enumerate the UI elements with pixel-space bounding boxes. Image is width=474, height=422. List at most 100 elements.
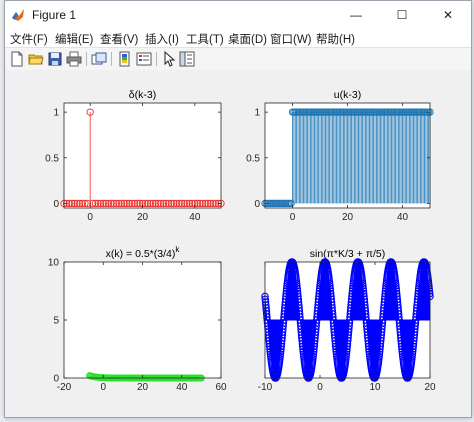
print-icon[interactable]	[66, 51, 82, 67]
menu-tools[interactable]: 工具(T)	[186, 34, 224, 46]
x-tick-label: -20	[57, 382, 72, 393]
menu-desktop[interactable]: 桌面(D)	[228, 34, 267, 46]
stem-marker	[159, 199, 168, 208]
property-inspector-icon[interactable]	[179, 51, 195, 67]
stem-marker	[167, 199, 175, 208]
stem-marker	[107, 199, 115, 208]
stem-marker	[175, 199, 183, 208]
stem-marker	[110, 199, 118, 208]
x-tick-label: -10	[258, 382, 273, 393]
stem-marker	[133, 199, 141, 208]
insert-legend-icon[interactable]	[136, 51, 152, 67]
insert-colorbar-icon[interactable]	[117, 51, 133, 67]
x-tick-label: 40	[189, 212, 201, 223]
menu-edit[interactable]: 编辑(E)	[55, 34, 94, 46]
figure-window: Figure 1 — ☐ ✕ 文件(F) 编辑(E) 查看(V) 插入(I) 工…	[4, 0, 472, 418]
minimize-button[interactable]: —	[333, 1, 379, 29]
x-tick-label: 0	[100, 382, 106, 393]
axes-background	[64, 103, 221, 208]
menu-view[interactable]: 查看(V)	[100, 34, 139, 46]
stem-marker	[89, 199, 97, 208]
stem-marker	[76, 199, 84, 208]
stem-series	[60, 108, 225, 208]
minimize-icon: —	[350, 8, 362, 22]
stem-marker	[146, 199, 155, 208]
maximize-icon: ☐	[396, 8, 408, 22]
stem-marker	[204, 199, 212, 208]
x-tick-label: 0	[87, 212, 93, 223]
stem-marker	[130, 199, 139, 208]
close-button[interactable]: ✕	[425, 1, 471, 29]
stem-marker	[91, 199, 100, 208]
stem-marker	[149, 199, 157, 208]
stem-marker	[68, 199, 76, 208]
stem-marker	[214, 199, 223, 208]
toolbar-separator	[156, 52, 157, 66]
x-tick-label: 20	[137, 382, 149, 393]
figure-toolbar	[5, 47, 471, 71]
stem-marker	[102, 199, 110, 208]
menu-window[interactable]: 窗口(W)	[270, 34, 312, 46]
stem-marker	[123, 199, 131, 208]
y-tick-label: 1	[254, 108, 260, 119]
y-tick-label: 5	[53, 316, 59, 327]
chart-title: sin(π*K/3 + π/5)	[310, 248, 385, 260]
stem-marker	[154, 199, 162, 208]
stem-marker	[199, 199, 207, 208]
x-tick-label: 20	[342, 212, 354, 223]
stem-marker	[86, 108, 94, 116]
matlab-figure-icon	[12, 9, 24, 21]
link-plot-icon[interactable]	[91, 51, 107, 67]
subplot-4: -10 0 10 20 sin(π*K/3 + π/5)	[258, 248, 436, 393]
stem-marker	[62, 199, 71, 208]
y-tick-label: 0	[53, 374, 59, 385]
maximize-button[interactable]: ☐	[379, 1, 425, 29]
save-icon[interactable]	[47, 51, 63, 67]
menu-help[interactable]: 帮助(H)	[316, 34, 355, 46]
stem-marker	[165, 199, 173, 208]
menu-insert[interactable]: 插入(I)	[145, 34, 179, 46]
chart-title: δ(k-3)	[129, 89, 156, 101]
stem-marker	[170, 199, 178, 208]
x-tick-label: 20	[424, 382, 436, 393]
new-figure-icon[interactable]	[9, 51, 25, 67]
subplot-2: 0 20 40 0 0.5 1 u(k-3)	[246, 89, 434, 223]
x-tick-label: 0	[317, 382, 323, 393]
y-tick-label: 1	[53, 108, 59, 119]
stem-marker	[206, 199, 215, 208]
stem-marker	[178, 199, 186, 208]
x-tick-label: 40	[176, 382, 188, 393]
chart-title: x(k) = 0.5*(3/4)k	[106, 245, 181, 260]
edit-plot-pointer-icon[interactable]	[161, 51, 177, 67]
stem-marker	[73, 199, 81, 208]
menu-bar: 文件(F) 编辑(E) 查看(V) 插入(I) 工具(T) 桌面(D) 窗口(W…	[5, 29, 471, 47]
stem-marker	[193, 199, 202, 208]
stem-marker	[196, 199, 204, 208]
stem-marker	[157, 199, 165, 208]
y-tick-label: 10	[48, 258, 60, 269]
x-tick-label: 60	[215, 382, 227, 393]
x-tick-label: 0	[290, 212, 296, 223]
open-file-icon[interactable]	[28, 51, 44, 67]
stem-marker	[180, 199, 189, 208]
stem-marker	[287, 199, 295, 208]
chart-title: u(k-3)	[334, 89, 361, 101]
stem-marker	[185, 199, 194, 208]
stem-marker	[112, 199, 120, 208]
subplot-1: 0 20 40 0 0.5 1 δ(k-3)	[45, 89, 225, 223]
stem-marker	[209, 199, 217, 208]
stem-series	[261, 258, 434, 382]
stem-marker	[81, 199, 89, 208]
stem-marker	[120, 199, 128, 208]
menu-file[interactable]: 文件(F)	[10, 34, 48, 46]
toolbar-separator	[86, 52, 87, 66]
close-icon: ✕	[442, 8, 454, 22]
stem-marker	[125, 199, 134, 208]
stem-marker	[83, 199, 92, 208]
y-tick-label: 0	[53, 199, 59, 210]
y-tick-label: 0	[254, 199, 260, 210]
stem-marker	[201, 199, 209, 208]
stem-marker	[104, 199, 113, 208]
stem-marker	[96, 199, 105, 208]
